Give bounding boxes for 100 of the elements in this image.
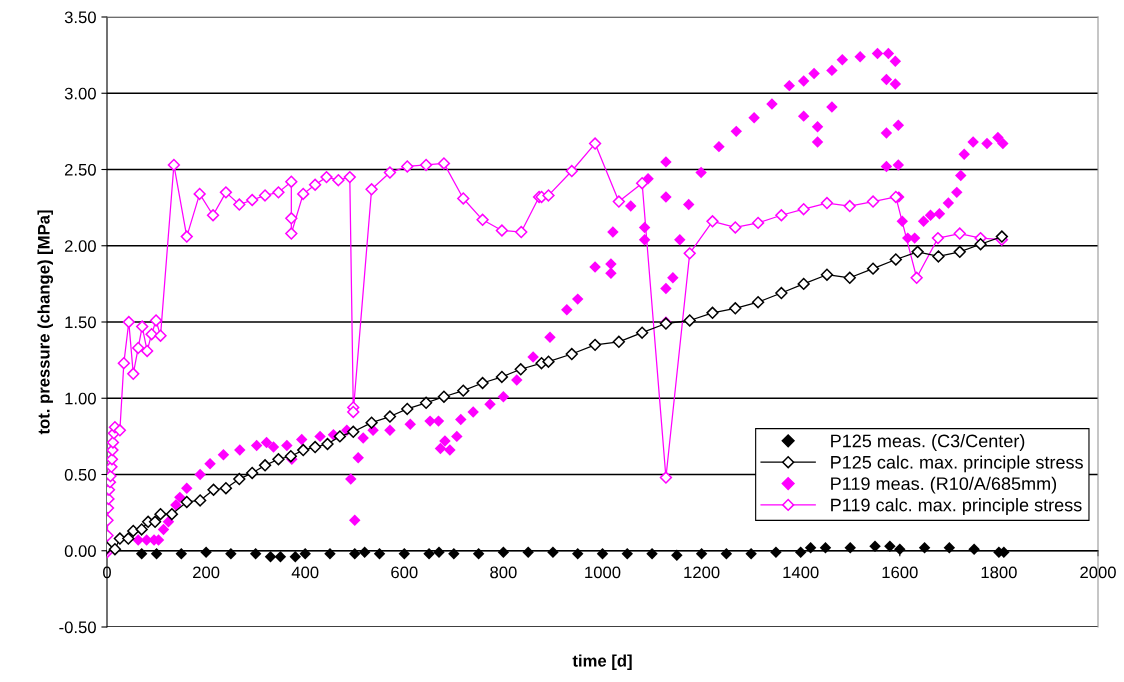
point xyxy=(869,540,881,552)
x-tick-label: 1000 xyxy=(585,566,621,579)
point xyxy=(884,540,896,552)
point xyxy=(373,548,386,560)
point xyxy=(272,453,285,466)
point xyxy=(770,546,782,558)
point xyxy=(495,370,509,384)
x-tick-label: 200 xyxy=(193,566,220,579)
point xyxy=(953,245,966,259)
point xyxy=(542,355,555,368)
point xyxy=(804,541,817,554)
point xyxy=(349,548,361,560)
point xyxy=(154,507,167,521)
y-axis-title: tot. pressure (change) [MPa] xyxy=(37,210,54,435)
point xyxy=(448,548,460,560)
legend-label: P125 calc. max. principle stress xyxy=(831,455,1083,473)
point xyxy=(497,546,510,558)
point xyxy=(193,494,207,507)
point xyxy=(729,302,742,315)
point xyxy=(943,541,956,554)
point xyxy=(797,277,810,291)
x-tick-label: 1600 xyxy=(882,566,918,579)
point xyxy=(995,230,1009,243)
point xyxy=(180,495,193,509)
legend-label: P119 meas. (R10/A/685mm) xyxy=(831,476,1057,494)
point xyxy=(706,306,719,320)
y-tick-label: 3.00 xyxy=(64,87,96,100)
point xyxy=(889,253,903,266)
point xyxy=(358,546,371,558)
y-tick-label: 0.50 xyxy=(64,468,96,481)
point xyxy=(419,396,433,409)
point xyxy=(308,440,322,454)
point xyxy=(596,548,609,560)
point xyxy=(612,335,626,348)
y-tick-label: 2.50 xyxy=(64,163,96,176)
point xyxy=(621,548,633,560)
point xyxy=(514,363,527,376)
point xyxy=(274,551,287,563)
y-tick-label: 2.00 xyxy=(64,240,96,252)
point xyxy=(200,546,212,558)
point xyxy=(249,548,262,560)
point xyxy=(911,245,924,259)
point xyxy=(522,546,534,558)
point xyxy=(258,459,272,472)
x-tick-label: 800 xyxy=(490,566,517,579)
point xyxy=(108,543,122,556)
point xyxy=(246,466,259,480)
point xyxy=(820,268,834,281)
point xyxy=(819,541,832,554)
point xyxy=(695,548,708,560)
point xyxy=(932,250,945,263)
point xyxy=(565,347,578,361)
point xyxy=(683,314,696,327)
y-tick-label: -0.50 xyxy=(59,621,96,634)
point xyxy=(751,296,765,309)
point xyxy=(775,286,788,300)
point xyxy=(135,548,148,560)
point xyxy=(476,376,489,390)
point xyxy=(844,541,856,554)
point xyxy=(843,271,856,284)
x-axis-title: time [d] xyxy=(572,654,632,670)
point xyxy=(646,548,658,560)
x-tick-label: 1400 xyxy=(783,566,819,579)
point xyxy=(148,515,162,528)
point xyxy=(457,384,470,397)
legend-label: P119 calc. max. principle stress xyxy=(831,498,1082,515)
point xyxy=(175,548,188,560)
point xyxy=(671,549,683,562)
point xyxy=(894,543,906,555)
point xyxy=(635,326,649,339)
point xyxy=(745,548,757,560)
point xyxy=(918,541,931,554)
point xyxy=(423,548,435,560)
point xyxy=(794,546,807,558)
legend-label: P125 meas. (C3/Center) xyxy=(831,434,1025,451)
point xyxy=(324,548,336,560)
point xyxy=(225,548,237,560)
x-tick-label: 1200 xyxy=(684,566,720,579)
y-tick-label: 3.50 xyxy=(64,11,96,24)
point xyxy=(207,483,220,496)
point xyxy=(572,548,584,560)
point xyxy=(588,338,602,352)
point xyxy=(165,507,179,521)
x-tick-label: 600 xyxy=(391,566,418,579)
point xyxy=(150,548,163,560)
point xyxy=(437,390,451,403)
x-tick-label: 2000 xyxy=(1080,566,1116,579)
x-tick-label: 400 xyxy=(291,566,319,579)
point xyxy=(433,546,445,558)
point xyxy=(135,523,148,536)
point xyxy=(720,548,733,560)
point xyxy=(297,443,310,457)
point xyxy=(365,416,378,429)
point xyxy=(398,548,411,560)
point xyxy=(401,402,414,416)
point xyxy=(547,546,559,558)
point xyxy=(289,551,302,563)
y-tick-label: 1.50 xyxy=(65,316,96,329)
x-tick-label: 1800 xyxy=(981,566,1017,579)
point xyxy=(968,543,980,555)
